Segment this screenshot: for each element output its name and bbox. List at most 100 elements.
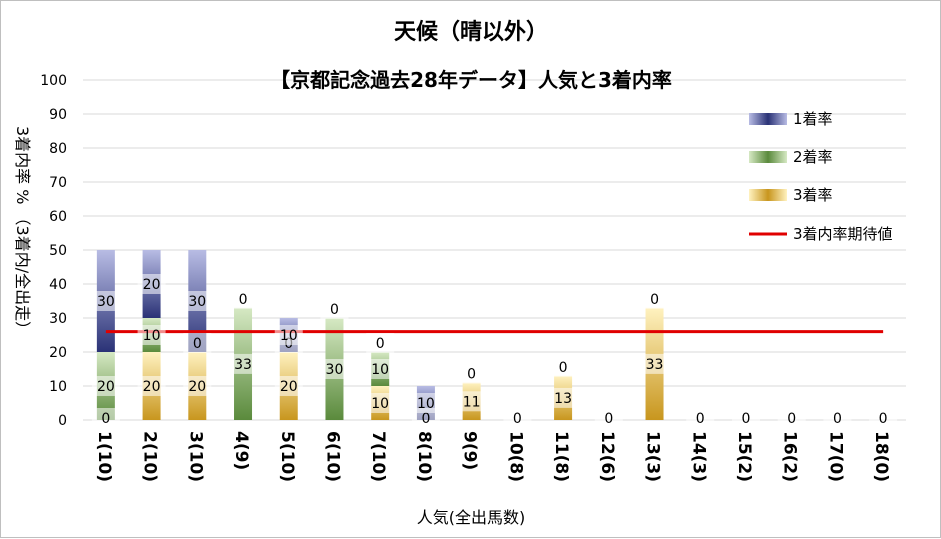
- legend-label-3rd: 3着率: [793, 186, 833, 204]
- chart-title: 天候（晴以外）: [394, 19, 548, 45]
- x-tick-label: 7(10): [368, 431, 388, 482]
- data-label-bg: [640, 353, 669, 374]
- data-label: 0: [879, 411, 888, 427]
- x-axis-title: 人気(全出馬数): [417, 508, 526, 527]
- data-label-bg: [91, 408, 120, 428]
- legend-label-expected: 3着内率期待値: [793, 225, 893, 243]
- data-label-bg: [137, 325, 166, 345]
- legend-label-1st: 1着率: [793, 110, 833, 128]
- y-tick-label: 40: [49, 277, 67, 293]
- data-label-bg: [549, 387, 578, 408]
- x-tick-label: 2(10): [140, 431, 160, 482]
- data-label: 0: [421, 411, 430, 427]
- data-label: 0: [742, 411, 751, 427]
- chart-subtitle: 【京都記念過去28年データ】人気と3着内率: [270, 68, 672, 92]
- data-label: 0: [193, 336, 202, 352]
- x-tick-label: 10(8): [505, 431, 525, 482]
- data-label: 0: [833, 411, 842, 427]
- data-label: 13: [554, 391, 572, 407]
- legend-swatch-2nd: [749, 151, 787, 163]
- x-axis-ticks: 1(10) 2(10) 3(10) 4(9) 5(10) 6(10) 7(10) 8(10) 9…: [94, 431, 891, 482]
- y-tick-label: 20: [49, 345, 67, 361]
- data-label-bg: [183, 333, 212, 353]
- x-tick-label: 6(10): [322, 431, 342, 482]
- data-label: 0: [376, 336, 385, 352]
- data-label: 10: [143, 328, 161, 344]
- data-label: 30: [326, 362, 344, 378]
- data-label-bg: [91, 376, 120, 396]
- data-label: 0: [513, 411, 522, 427]
- data-label: 20: [143, 379, 161, 395]
- data-label-bg: [320, 359, 349, 379]
- y-tick-label: 80: [49, 141, 67, 157]
- data-label-bg: [229, 353, 258, 374]
- data-label: 0: [467, 367, 476, 383]
- data-label-bg: [777, 408, 806, 428]
- y-tick-label: 90: [49, 107, 67, 123]
- data-label-bg: [183, 376, 212, 396]
- legend-swatch-3rd: [749, 189, 787, 201]
- y-tick-label: 50: [49, 243, 67, 259]
- data-label-bg: [366, 359, 395, 379]
- x-tick-label: 4(9): [231, 431, 251, 470]
- data-label: 20: [188, 379, 206, 395]
- x-tick-label: 1(10): [94, 431, 114, 482]
- data-label: 20: [97, 379, 115, 395]
- y-tick-label: 60: [49, 209, 67, 225]
- data-label: 20: [143, 277, 161, 293]
- data-label-bg: [366, 333, 395, 353]
- data-label-bg: [503, 408, 532, 428]
- x-tick-label: 3(10): [185, 431, 205, 482]
- x-tick-label: 15(2): [734, 431, 754, 482]
- data-label: 10: [280, 328, 298, 344]
- data-label-bg: [91, 291, 120, 311]
- data-label: 0: [696, 411, 705, 427]
- data-label-bg: [274, 325, 303, 345]
- data-label: 30: [97, 294, 115, 310]
- data-label: 0: [559, 360, 568, 376]
- data-label-bg: [823, 408, 852, 428]
- y-axis-ticks: 0 10 20 30 40 50 60 70 80 90 100: [40, 73, 67, 429]
- data-label: 10: [371, 362, 389, 378]
- y-tick-label: 0: [58, 413, 67, 429]
- x-tick-label: 14(3): [688, 431, 708, 482]
- x-tick-label: 12(6): [597, 431, 617, 482]
- data-label-bg: [549, 356, 578, 377]
- data-label-bg: [457, 391, 486, 412]
- data-label: 11: [463, 394, 481, 410]
- x-tick-label: 17(0): [825, 431, 845, 482]
- data-label-bg: [274, 376, 303, 396]
- data-label-bg: [640, 288, 669, 309]
- data-label: 33: [646, 357, 664, 373]
- data-label: 0: [330, 302, 339, 318]
- legend-swatch-1st: [749, 113, 787, 125]
- data-label-bg: [869, 408, 898, 428]
- data-label: 0: [604, 411, 613, 427]
- legend: 1着率 2着率 3着率 3着内率期待値: [749, 110, 893, 243]
- x-tick-label: 5(10): [277, 431, 297, 482]
- y-tick-label: 70: [49, 175, 67, 191]
- x-tick-label: 13(3): [643, 431, 663, 482]
- x-tick-label: 18(0): [871, 431, 891, 482]
- x-tick-label: 9(9): [460, 431, 480, 470]
- x-tick-label: 8(10): [414, 431, 434, 482]
- data-label-bg: [731, 408, 760, 428]
- data-label-bg: [137, 376, 166, 396]
- data-label-bg: [320, 299, 349, 319]
- y-tick-label: 10: [49, 379, 67, 395]
- data-label-bg: [137, 274, 166, 294]
- data-label: 0: [787, 411, 796, 427]
- legend-label-2nd: 2着率: [793, 148, 833, 166]
- data-label: 0: [101, 411, 110, 427]
- x-tick-label: 11(8): [551, 431, 571, 482]
- data-label: 0: [239, 292, 248, 308]
- gridlines: [83, 79, 906, 421]
- data-label-bg: [229, 288, 258, 309]
- y-axis-title: 3着内率 % （3着内/全出走）: [13, 126, 32, 337]
- data-label-bg: [411, 393, 440, 413]
- y-tick-label: 100: [40, 73, 67, 89]
- data-label-bg: [686, 408, 715, 428]
- data-label-bg: [183, 291, 212, 311]
